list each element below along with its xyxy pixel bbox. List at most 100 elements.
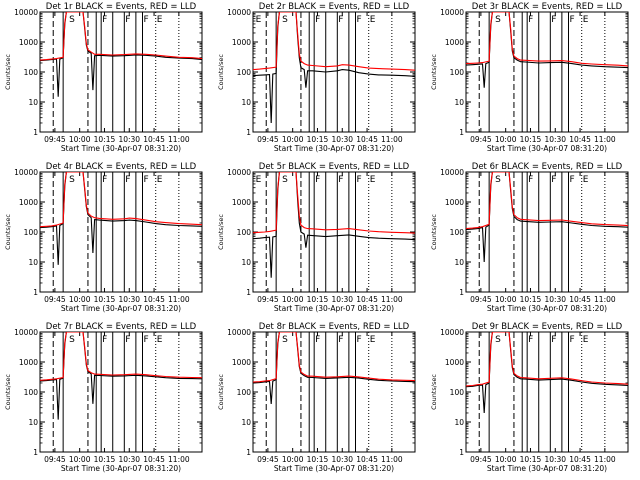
x-tick-label: 10:30 — [544, 295, 566, 304]
segment-letter: S — [282, 15, 288, 25]
segment-letter: S — [69, 15, 75, 25]
x-tick-label: 10:45 — [356, 135, 378, 144]
y-tick-label: 10 — [241, 258, 251, 267]
x-tick-label: 09:45 — [257, 135, 279, 144]
panel-title: Det 9r BLACK = Events, RED = LLD — [472, 322, 623, 332]
series-line-lld — [253, 12, 415, 71]
y-axis-label: Counts/sec — [430, 54, 438, 90]
segment-letter: F — [315, 175, 320, 185]
segment-letter: E — [370, 335, 376, 345]
panel-title: Det 1r BLACK = Events, RED = LLD — [46, 2, 197, 12]
x-tick-label: 11:00 — [168, 135, 190, 144]
segment-letter: F — [143, 15, 148, 25]
y-tick-label: 10 — [28, 418, 38, 427]
x-axis-label: Start Time (30-Apr-07 08:31:20) — [487, 464, 607, 473]
x-tick-label: 10:00 — [282, 295, 304, 304]
segment-letter: F — [528, 15, 533, 25]
series-line-events — [40, 172, 202, 265]
x-tick-label: 09:45 — [257, 295, 279, 304]
segment-letter: F — [143, 335, 148, 345]
x-tick-label: 09:45 — [470, 455, 492, 464]
y-axis-label: Counts/sec — [217, 214, 225, 250]
series-line-lld — [466, 332, 628, 387]
y-tick-label: 10000 — [440, 168, 464, 177]
x-tick-label: 10:30 — [118, 455, 140, 464]
x-axis-label: Start Time (30-Apr-07 08:31:20) — [61, 304, 181, 313]
series-line-events — [466, 172, 628, 263]
panel-title: Det 3r BLACK = Events, RED = LLD — [472, 2, 623, 12]
x-tick-label: 11:00 — [168, 295, 190, 304]
x-tick-label: 11:00 — [594, 135, 616, 144]
x-tick-label: 10:15 — [94, 135, 116, 144]
y-tick-label: 10 — [454, 98, 464, 107]
segment-letter: S — [495, 15, 501, 25]
x-tick-label: 10:15 — [307, 295, 329, 304]
segment-letter: E — [370, 15, 376, 25]
segment-letter: F — [528, 335, 533, 345]
y-tick-label: 10 — [241, 418, 251, 427]
x-tick-label: 11:00 — [381, 295, 403, 304]
segment-letter: F — [356, 335, 361, 345]
x-tick-label: 09:45 — [44, 135, 66, 144]
x-tick-label: 10:30 — [118, 295, 140, 304]
segment-letter: E — [157, 15, 163, 25]
x-tick-label: 10:15 — [520, 455, 542, 464]
segment-letter: E — [583, 15, 589, 25]
y-tick-label: 1000 — [232, 358, 251, 367]
x-axis-label: Start Time (30-Apr-07 08:31:20) — [274, 304, 394, 313]
y-tick-label: 1000 — [19, 198, 38, 207]
series-line-lld — [40, 332, 202, 381]
y-tick-label: 100 — [450, 388, 465, 397]
x-tick-label: 11:00 — [381, 455, 403, 464]
x-tick-label: 10:00 — [495, 295, 517, 304]
x-tick-label: 10:45 — [356, 455, 378, 464]
x-tick-label: 10:00 — [282, 135, 304, 144]
x-axis-label: Start Time (30-Apr-07 08:31:20) — [487, 144, 607, 153]
x-tick-label: 10:45 — [143, 455, 165, 464]
x-axis-label: Start Time (30-Apr-07 08:31:20) — [61, 464, 181, 473]
segment-letter: E — [157, 335, 163, 345]
segment-letter: F — [125, 15, 130, 25]
segment-letter: S — [69, 175, 75, 185]
y-tick-label: 1000 — [19, 38, 38, 47]
x-tick-label: 11:00 — [168, 455, 190, 464]
segment-letter: F — [315, 15, 320, 25]
x-tick-label: 10:30 — [331, 135, 353, 144]
y-axis-label: Counts/sec — [4, 54, 12, 90]
x-tick-label: 11:00 — [594, 455, 616, 464]
segment-letter: S — [282, 175, 288, 185]
y-tick-label: 1 — [459, 288, 464, 297]
y-tick-label: 100 — [237, 68, 252, 77]
x-tick-label: 09:45 — [44, 455, 66, 464]
y-tick-label: 10 — [241, 98, 251, 107]
segment-letter: E — [256, 175, 262, 185]
x-tick-label: 11:00 — [594, 295, 616, 304]
y-tick-label: 100 — [24, 228, 39, 237]
segment-letter: F — [315, 335, 320, 345]
series-line-events — [253, 172, 415, 278]
series-line-events — [40, 332, 202, 420]
x-tick-label: 10:00 — [495, 455, 517, 464]
segment-letter: S — [495, 335, 501, 345]
y-tick-label: 1 — [459, 128, 464, 137]
segment-letter: F — [551, 335, 556, 345]
series-line-lld — [253, 172, 415, 234]
y-tick-label: 10 — [28, 98, 38, 107]
x-tick-label: 10:30 — [118, 135, 140, 144]
segment-letter: F — [569, 15, 574, 25]
segment-letter: E — [256, 15, 262, 25]
panel-title: Det 6r BLACK = Events, RED = LLD — [472, 162, 623, 172]
x-tick-label: 10:00 — [69, 135, 91, 144]
y-tick-label: 1000 — [19, 358, 38, 367]
segment-letter: F — [338, 15, 343, 25]
segment-letter: E — [583, 335, 589, 345]
x-tick-label: 10:15 — [94, 455, 116, 464]
y-tick-label: 1 — [33, 128, 38, 137]
